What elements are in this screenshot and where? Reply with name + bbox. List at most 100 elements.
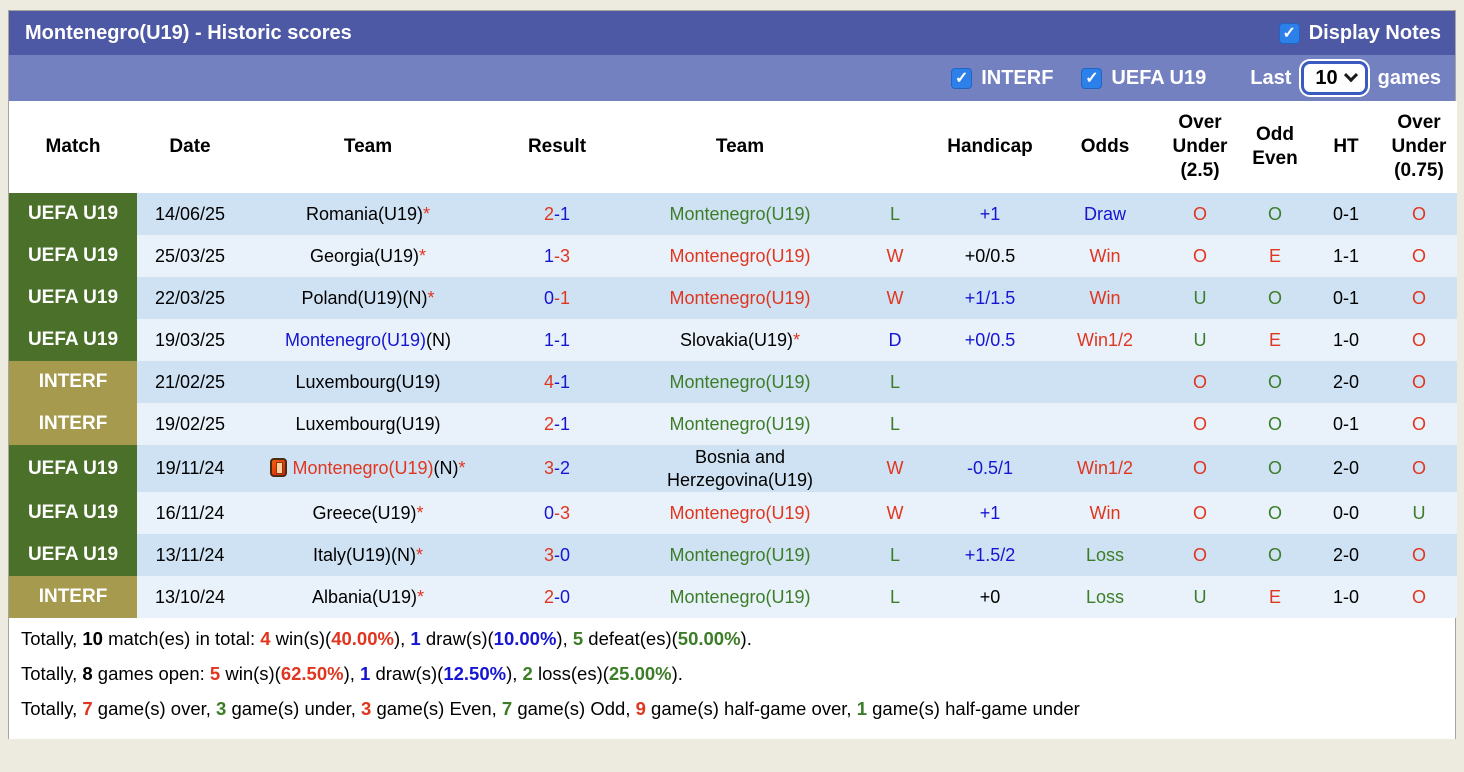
interf-checkbox[interactable] xyxy=(951,67,973,89)
match-row: UEFA U19 22/03/25 Poland(U19)(N)* 0-1 Monten… xyxy=(9,277,1457,319)
column-header: Odd Even xyxy=(1239,101,1311,193)
half-time-score: 0-1 xyxy=(1311,403,1381,445)
match-date: 25/03/25 xyxy=(137,235,243,277)
league-badge: UEFA U19 xyxy=(9,445,137,492)
column-header: Result xyxy=(493,101,621,193)
league-badge: INTERF xyxy=(9,403,137,445)
odds-result: Win xyxy=(1049,492,1161,534)
match-date: 22/03/25 xyxy=(137,277,243,319)
odd-even: O xyxy=(1239,403,1311,445)
historic-scores-widget: Montenegro(U19) - Historic scores Displa… xyxy=(8,10,1457,739)
result-score: 2-1 xyxy=(493,403,621,445)
result-letter: D xyxy=(859,319,931,361)
over-under-25: U xyxy=(1161,319,1239,361)
last-games-value: 10 xyxy=(1315,66,1338,89)
over-under-075: O xyxy=(1381,235,1457,277)
home-team: Montenegro(U19)(N) xyxy=(243,319,493,361)
odds-result: Loss xyxy=(1049,576,1161,618)
handicap-value: +0/0.5 xyxy=(931,235,1049,277)
league-badge: UEFA U19 xyxy=(9,277,137,319)
handicap-value: +1.5/2 xyxy=(931,534,1049,576)
result-score: 0-1 xyxy=(493,277,621,319)
history-table-body: UEFA U19 14/06/25 Romania(U19)* 2-1 Monteneg… xyxy=(9,193,1457,618)
result-letter: L xyxy=(859,576,931,618)
result-score: 0-3 xyxy=(493,492,621,534)
result-letter: W xyxy=(859,492,931,534)
summary-line: Totally, 10 match(es) in total: 4 win(s)… xyxy=(21,628,752,649)
away-team: Montenegro(U19) xyxy=(621,277,859,319)
column-header: Match xyxy=(9,101,137,193)
uefa-filter[interactable]: UEFA U19 xyxy=(1081,67,1206,90)
result-score: 3-2 xyxy=(493,445,621,492)
handicap-value: +0/0.5 xyxy=(931,319,1049,361)
league-badge: INTERF xyxy=(9,576,137,618)
match-row: UEFA U19 13/11/24 Italy(U19)(N)* 3-0 Montene… xyxy=(9,534,1457,576)
home-team: Greece(U19)* xyxy=(243,492,493,534)
half-time-score: 0-1 xyxy=(1311,277,1381,319)
league-badge: INTERF xyxy=(9,361,137,403)
home-team: Poland(U19)(N)* xyxy=(243,277,493,319)
uefa-label: UEFA U19 xyxy=(1111,66,1207,89)
column-header: Team xyxy=(243,101,493,193)
over-under-25: O xyxy=(1161,193,1239,235)
column-header: Odds xyxy=(1049,101,1161,193)
result-letter: L xyxy=(859,193,931,235)
match-date: 13/11/24 xyxy=(137,534,243,576)
odds-result: Win xyxy=(1049,235,1161,277)
odds-result xyxy=(1049,361,1161,403)
match-row: UEFA U19 16/11/24 Greece(U19)* 0-3 Montenegr… xyxy=(9,492,1457,534)
summary: Totally, 10 match(es) in total: 4 win(s)… xyxy=(9,618,1455,739)
match-date: 19/11/24 xyxy=(137,445,243,492)
over-under-075: U xyxy=(1381,492,1457,534)
home-team: Luxembourg(U19) xyxy=(243,403,493,445)
match-row: UEFA U19 25/03/25 Georgia(U19)* 1-3 Monteneg… xyxy=(9,235,1457,277)
display-notes-checkbox[interactable] xyxy=(1278,22,1300,44)
handicap-value xyxy=(931,403,1049,445)
result-score: 4-1 xyxy=(493,361,621,403)
over-under-075: O xyxy=(1381,445,1457,492)
interf-filter[interactable]: INTERF xyxy=(951,67,1053,90)
match-row: UEFA U19 19/11/24 Montenegro(U19)(N)* 3-2 Bo… xyxy=(9,445,1457,492)
handicap-value xyxy=(931,361,1049,403)
league-badge: UEFA U19 xyxy=(9,193,137,235)
result-letter: W xyxy=(859,277,931,319)
away-team: Montenegro(U19) xyxy=(621,534,859,576)
last-games-select[interactable]: 10 xyxy=(1301,61,1368,95)
odds-result: Win1/2 xyxy=(1049,445,1161,492)
result-letter: W xyxy=(859,235,931,277)
odd-even: E xyxy=(1239,576,1311,618)
over-under-075: O xyxy=(1381,193,1457,235)
over-under-25: O xyxy=(1161,445,1239,492)
display-notes-toggle[interactable]: Display Notes xyxy=(1278,22,1441,45)
chevron-down-icon xyxy=(1343,68,1358,83)
filter-bar: INTERF UEFA U19 Last 10 games xyxy=(9,55,1455,101)
odd-even: E xyxy=(1239,235,1311,277)
away-team: Slovakia(U19)* xyxy=(621,319,859,361)
odds-result: Loss xyxy=(1049,534,1161,576)
match-date: 13/10/24 xyxy=(137,576,243,618)
column-header: HT xyxy=(1311,101,1381,193)
odds-result: Win1/2 xyxy=(1049,319,1161,361)
over-under-25: U xyxy=(1161,576,1239,618)
match-date: 19/03/25 xyxy=(137,319,243,361)
over-under-075: O xyxy=(1381,534,1457,576)
odds-result xyxy=(1049,403,1161,445)
over-under-075: O xyxy=(1381,361,1457,403)
over-under-075: O xyxy=(1381,277,1457,319)
historic-scores-table: Match Date Team Result Team Handicap Odds Over … xyxy=(9,101,1457,618)
over-under-075: O xyxy=(1381,576,1457,618)
league-badge: UEFA U19 xyxy=(9,534,137,576)
home-team: Romania(U19)* xyxy=(243,193,493,235)
handicap-value: +0 xyxy=(931,576,1049,618)
over-under-075: O xyxy=(1381,319,1457,361)
column-header: Handicap xyxy=(931,101,1049,193)
result-score: 2-0 xyxy=(493,576,621,618)
last-label: Last xyxy=(1250,66,1292,89)
odds-result: Win xyxy=(1049,277,1161,319)
over-under-25: O xyxy=(1161,403,1239,445)
uefa-checkbox[interactable] xyxy=(1081,67,1103,89)
half-time-score: 2-0 xyxy=(1311,534,1381,576)
away-team: Montenegro(U19) xyxy=(621,361,859,403)
home-team: Georgia(U19)* xyxy=(243,235,493,277)
summary-line: Totally, 8 games open: 5 win(s)(62.50%),… xyxy=(21,663,683,684)
